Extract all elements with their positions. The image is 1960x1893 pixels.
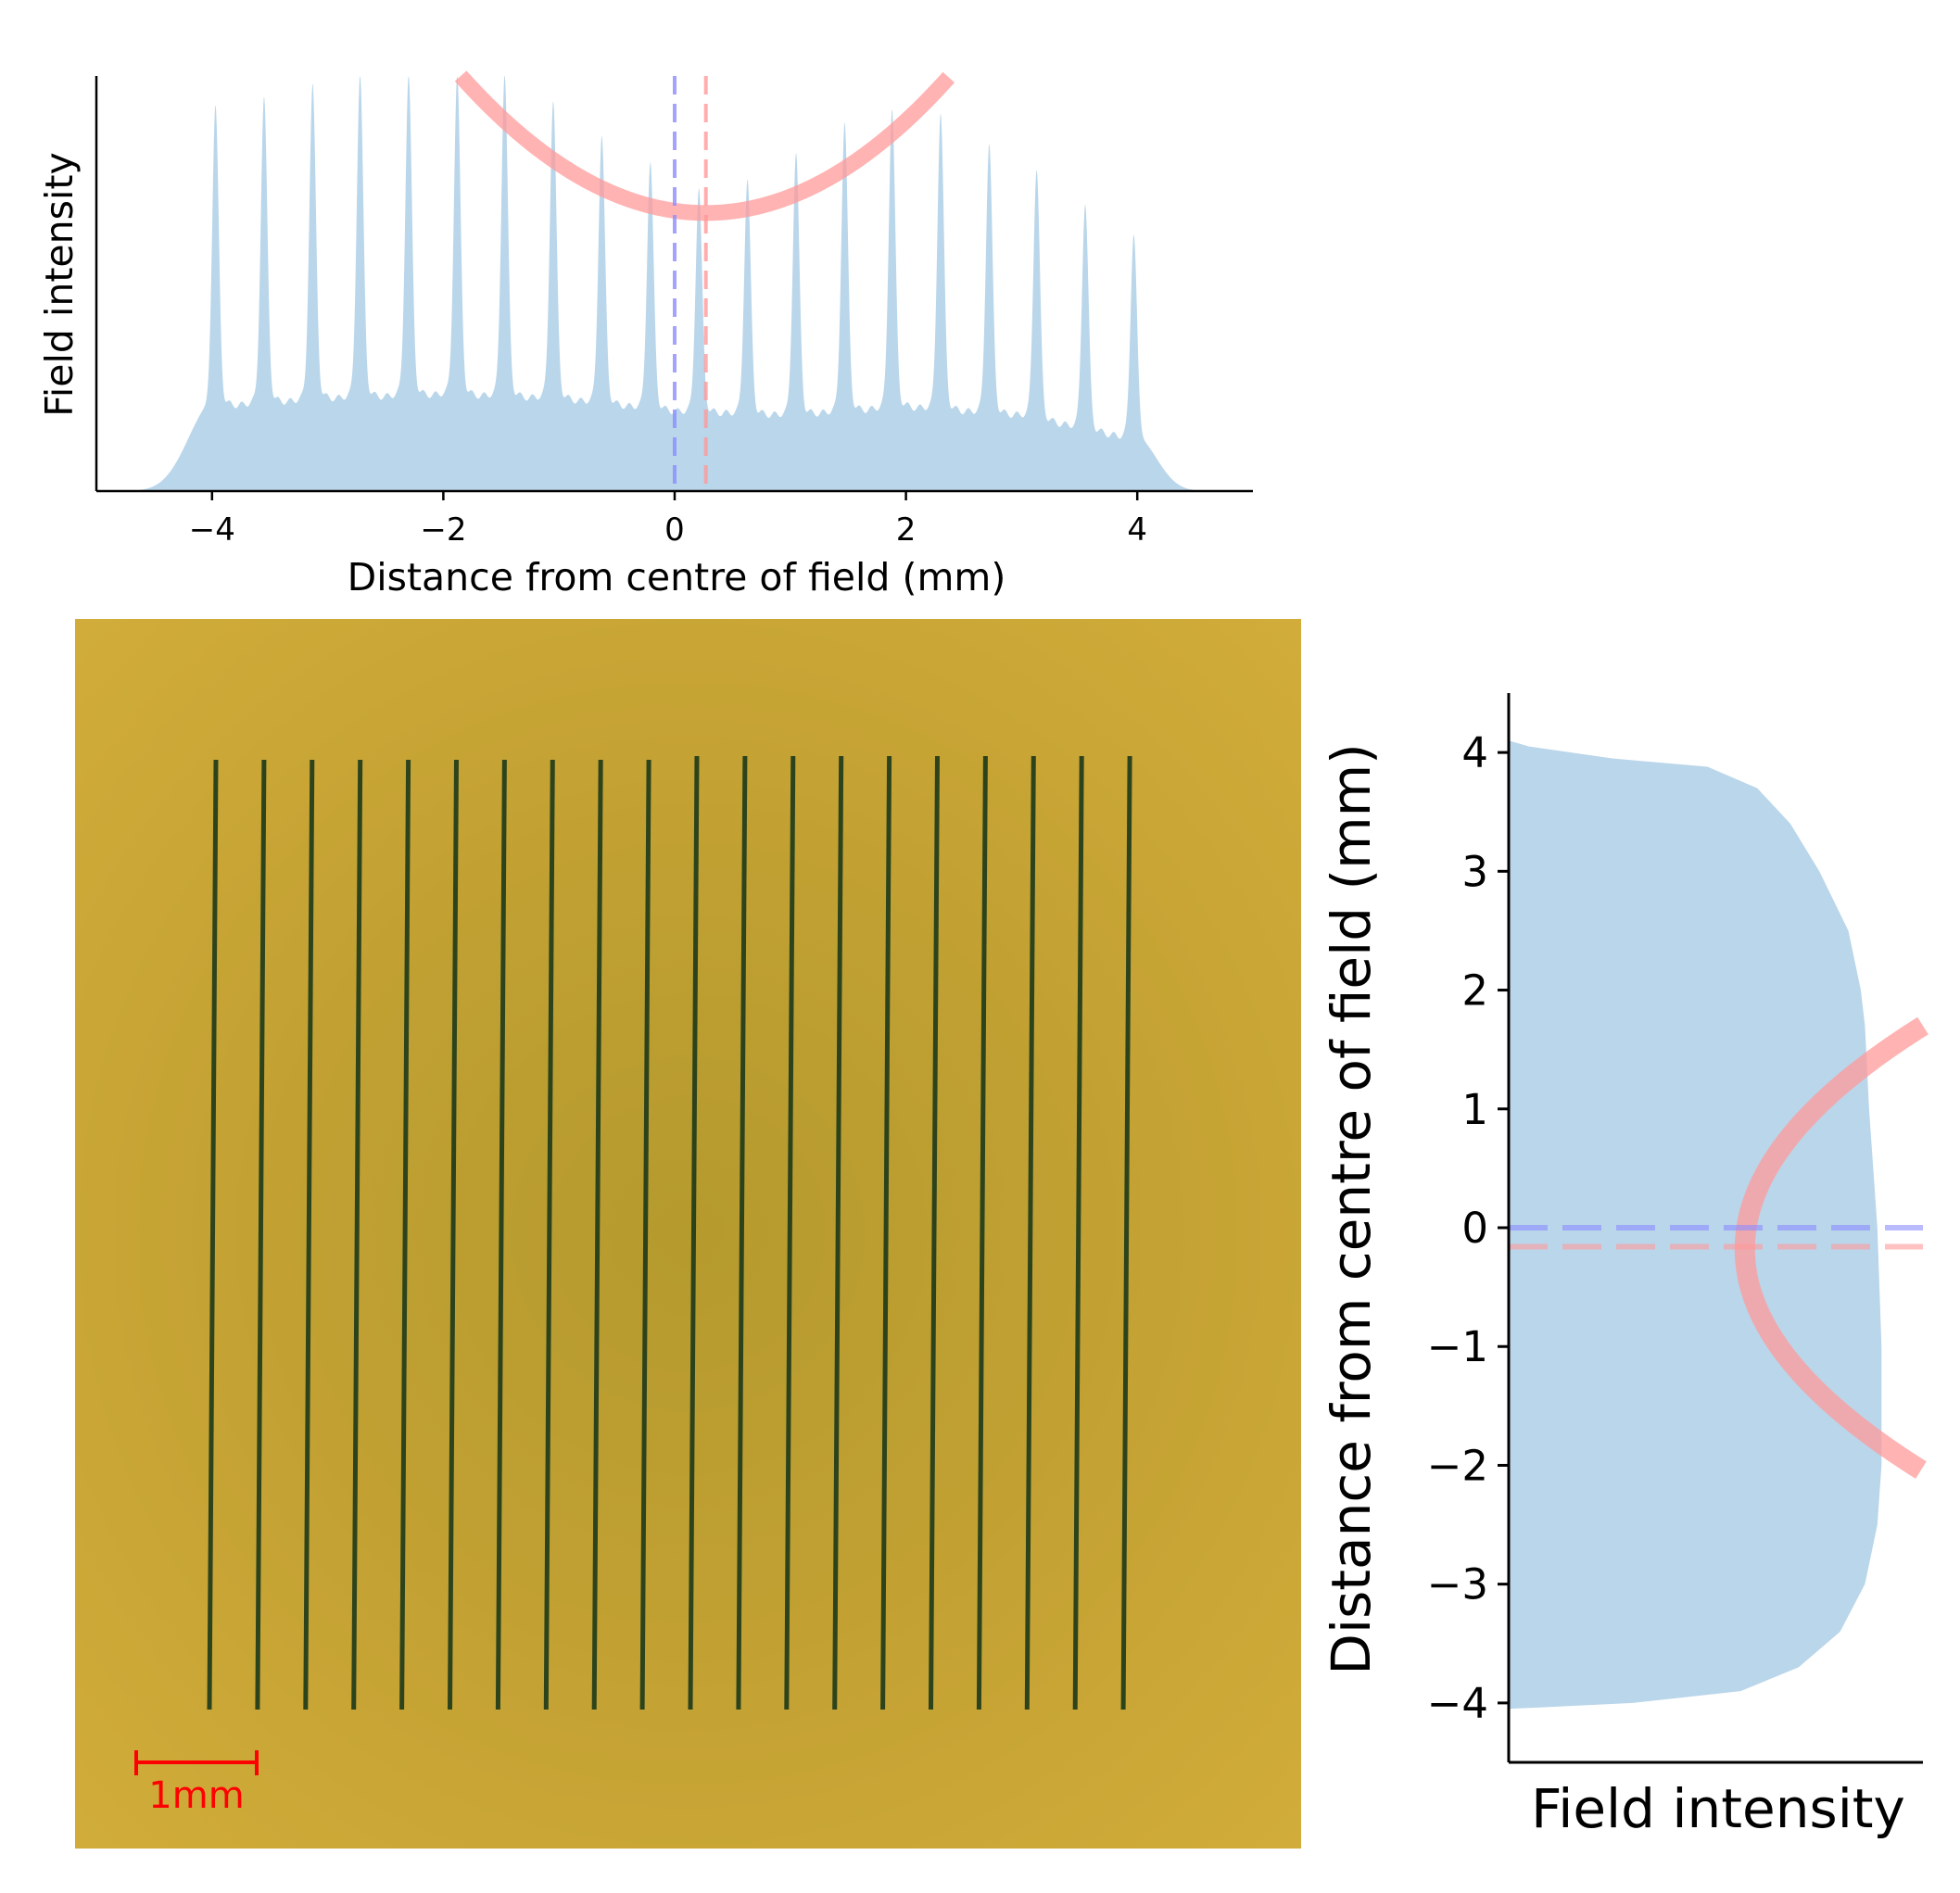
- photo-track-line: [207, 759, 219, 1710]
- photo-track-line: [784, 755, 796, 1710]
- top-x-tick-label: 2: [896, 511, 917, 549]
- photo-background: [75, 619, 1301, 1849]
- photo-track-line: [591, 759, 603, 1710]
- top-intensity-area: [96, 76, 1253, 491]
- top-focus-curve: [454, 70, 955, 221]
- right-y-tick-label: −2: [1427, 1441, 1488, 1490]
- photo-track-line: [976, 755, 988, 1710]
- top-x-axis-label: Distance from centre of field (mm): [348, 555, 1006, 599]
- photo-track-line: [255, 759, 267, 1710]
- right-y-tick-label: −4: [1427, 1679, 1488, 1728]
- right-y-tick-label: 0: [1461, 1204, 1488, 1253]
- photo-track-line: [448, 759, 459, 1710]
- top-y-axis-label: Field intensity: [37, 152, 82, 416]
- right-y-tick-label: 3: [1461, 847, 1488, 896]
- photo-track-line: [929, 755, 940, 1710]
- right-x-axis-label: Field intensity: [1531, 1777, 1905, 1840]
- photo-track-line: [303, 759, 315, 1710]
- photo-track-line: [880, 755, 892, 1710]
- scale-bar-label: 1mm: [148, 1774, 244, 1817]
- top-x-tick-label: 0: [664, 511, 685, 549]
- right-y-tick-label: 4: [1461, 728, 1488, 777]
- photo-track-lines: [207, 755, 1132, 1710]
- top-x-ticks: −4 −2 0 2 4: [189, 491, 1147, 549]
- photo-track-line: [1120, 755, 1132, 1710]
- photo-track-line: [736, 755, 748, 1710]
- right-y-ticks: −4 −3 −2 −1 0 1 2 3 4: [1427, 728, 1509, 1728]
- photo-track-line: [399, 759, 411, 1710]
- sample-photo: 1mm: [75, 619, 1301, 1849]
- top-x-tick-label: −2: [420, 511, 466, 549]
- right-y-tick-label: 2: [1461, 966, 1488, 1016]
- right-y-tick-label: −1: [1427, 1322, 1488, 1371]
- right-y-axis-label: Distance from centre of field (mm): [1320, 743, 1383, 1674]
- right-y-tick-label: −3: [1427, 1560, 1488, 1609]
- photo-track-line: [688, 755, 700, 1710]
- top-x-tick-label: 4: [1127, 511, 1147, 549]
- top-x-tick-label: −4: [189, 511, 235, 549]
- right-intensity-area: [1509, 740, 1882, 1710]
- scale-bar: 1mm: [134, 1750, 259, 1817]
- photo-track-line: [543, 759, 555, 1710]
- right-y-tick-label: 1: [1461, 1085, 1488, 1134]
- top-intensity-chart: −4 −2 0 2 4 Distance from centre of field (m…: [37, 70, 1253, 599]
- photo-track-line: [1072, 755, 1084, 1710]
- right-intensity-chart: −4 −3 −2 −1 0 1 2 3 4 Field intensity Distance f…: [1320, 693, 1928, 1840]
- photo-track-line: [495, 759, 507, 1710]
- photo-track-line: [832, 755, 844, 1710]
- photo-track-line: [1024, 755, 1036, 1710]
- photo-track-line: [351, 759, 363, 1710]
- photo-track-line: [639, 759, 651, 1710]
